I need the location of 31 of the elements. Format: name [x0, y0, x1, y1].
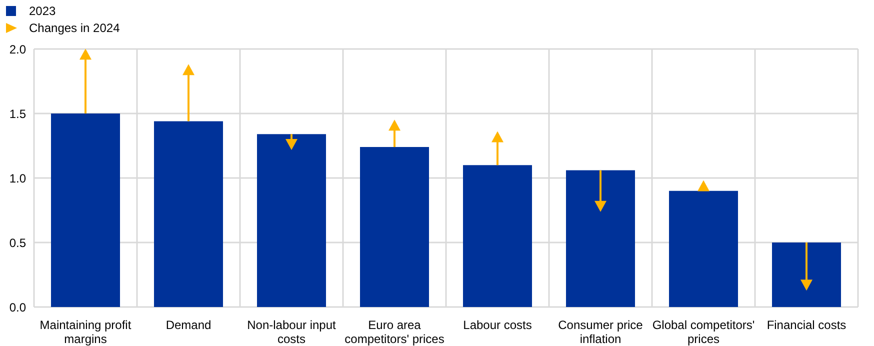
legend-label: 2023 — [29, 4, 56, 18]
bar — [772, 242, 841, 307]
x-tick-label: Financial costs — [766, 318, 846, 332]
x-tick-label: Non-labour input costs — [247, 318, 337, 346]
point — [800, 280, 812, 291]
point — [594, 200, 606, 212]
bar — [257, 134, 326, 307]
point — [80, 49, 92, 60]
x-tick-label: Demand — [166, 318, 212, 332]
bar — [669, 190, 738, 307]
bar — [51, 114, 120, 307]
point — [388, 120, 400, 131]
y-tick-label: 0.0 — [9, 300, 26, 314]
legend-label: Changes in 2024 — [29, 20, 120, 34]
x-tick-label: Labour costs — [463, 318, 532, 332]
x-tick-label: Consumer price inflation — [558, 318, 644, 346]
point — [182, 64, 194, 76]
y-tick-label: 1.5 — [9, 106, 26, 121]
bar — [154, 121, 223, 307]
x-tick-label: Maintaining profit margins — [40, 318, 132, 346]
point — [286, 138, 298, 150]
point — [492, 131, 504, 142]
x-tick-label: Euro area competitors' prices — [344, 318, 444, 346]
y-tick-label: 1.0 — [9, 171, 26, 186]
y-tick-label: 0.5 — [9, 236, 26, 250]
bar — [360, 147, 429, 307]
bar — [566, 170, 635, 307]
point — [698, 180, 710, 192]
x-tick-label: Global competitors' prices — [652, 318, 755, 346]
bar — [463, 165, 532, 307]
y-tick-label: 2.0 — [9, 42, 26, 56]
